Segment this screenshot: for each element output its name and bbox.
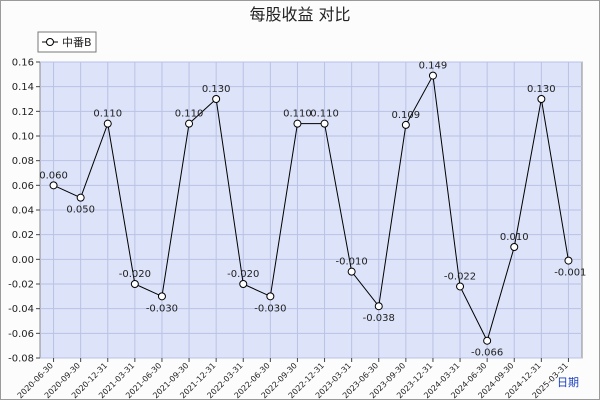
data-point: [266, 292, 275, 301]
data-point: [239, 280, 248, 288]
data-point: [510, 243, 519, 251]
y-tick-label: 0.10: [12, 132, 34, 143]
data-point: [76, 193, 85, 202]
data-labels: 0.060 0.050 0.110 -0.020 -0.030 0.110 0.130 -0.…: [39, 61, 586, 359]
data-point: [320, 119, 329, 128]
data-label: -0.020: [119, 269, 151, 280]
data-label: -0.001: [554, 268, 586, 279]
data-label: -0.020: [227, 269, 259, 280]
x-axis: 2020-06-302020-09-302020-12-312021-03-31…: [16, 358, 570, 400]
data-point: [157, 292, 166, 301]
data-label: -0.030: [254, 303, 286, 314]
data-label: 0.010: [500, 232, 529, 243]
data-label: -0.030: [146, 303, 178, 314]
data-label: 0.110: [175, 109, 204, 120]
data-point: [537, 95, 546, 103]
y-tick-label: 0.12: [12, 107, 34, 118]
data-point: [212, 95, 221, 103]
legend-marker: [46, 38, 54, 46]
y-tick-label: 0.16: [12, 58, 34, 69]
x-axis-label: 日期: [557, 376, 579, 389]
data-point: [293, 119, 302, 128]
data-point: [401, 120, 410, 129]
data-label: 0.109: [392, 110, 421, 121]
data-point: [185, 119, 194, 128]
data-label: 0.050: [66, 205, 95, 216]
data-label: -0.022: [444, 271, 476, 282]
data-label: 0.130: [202, 84, 231, 95]
data-point: [428, 71, 437, 80]
legend: 中番B: [37, 31, 97, 53]
y-tick-label: 0.14: [12, 82, 34, 93]
y-tick-label: -0.04: [8, 304, 34, 315]
y-tick-label: 0.06: [12, 181, 34, 192]
data-label: 0.110: [310, 109, 339, 120]
data-point: [49, 181, 58, 190]
data-label: 0.110: [283, 109, 312, 120]
data-point: [456, 282, 465, 291]
data-label: 0.130: [527, 84, 556, 95]
data-point: [347, 267, 356, 276]
data-point: [374, 302, 383, 311]
data-label: -0.066: [471, 348, 503, 359]
y-tick-label: 0.00: [12, 255, 34, 266]
data-points: [49, 71, 573, 345]
y-tick-label: 0.04: [12, 206, 34, 217]
data-point: [564, 256, 573, 265]
y-tick-label: -0.06: [8, 329, 34, 340]
grid-lines: [40, 61, 582, 359]
data-point: [130, 280, 139, 288]
y-tick-label: 0.02: [12, 230, 34, 241]
y-tick-label: -0.02: [8, 280, 34, 291]
data-label: -0.038: [363, 313, 395, 324]
data-label: 0.149: [419, 61, 448, 72]
series-line: [53, 73, 569, 343]
legend-label: 中番B: [62, 36, 92, 49]
data-label: -0.010: [336, 257, 368, 268]
y-tick-label: -0.08: [8, 354, 34, 365]
data-label: 0.110: [93, 109, 122, 120]
data-point: [483, 336, 492, 345]
data-label: 0.060: [39, 170, 68, 181]
legend-box: [37, 31, 97, 53]
data-point: [103, 119, 112, 128]
y-axis: 0.16 0.14 0.12 0.10 0.08 0.06 0.04 0.02 0.00 -0.0…: [8, 58, 40, 365]
y-tick-label: 0.08: [12, 156, 34, 167]
chart-title: 每股收益 对比: [249, 5, 350, 24]
